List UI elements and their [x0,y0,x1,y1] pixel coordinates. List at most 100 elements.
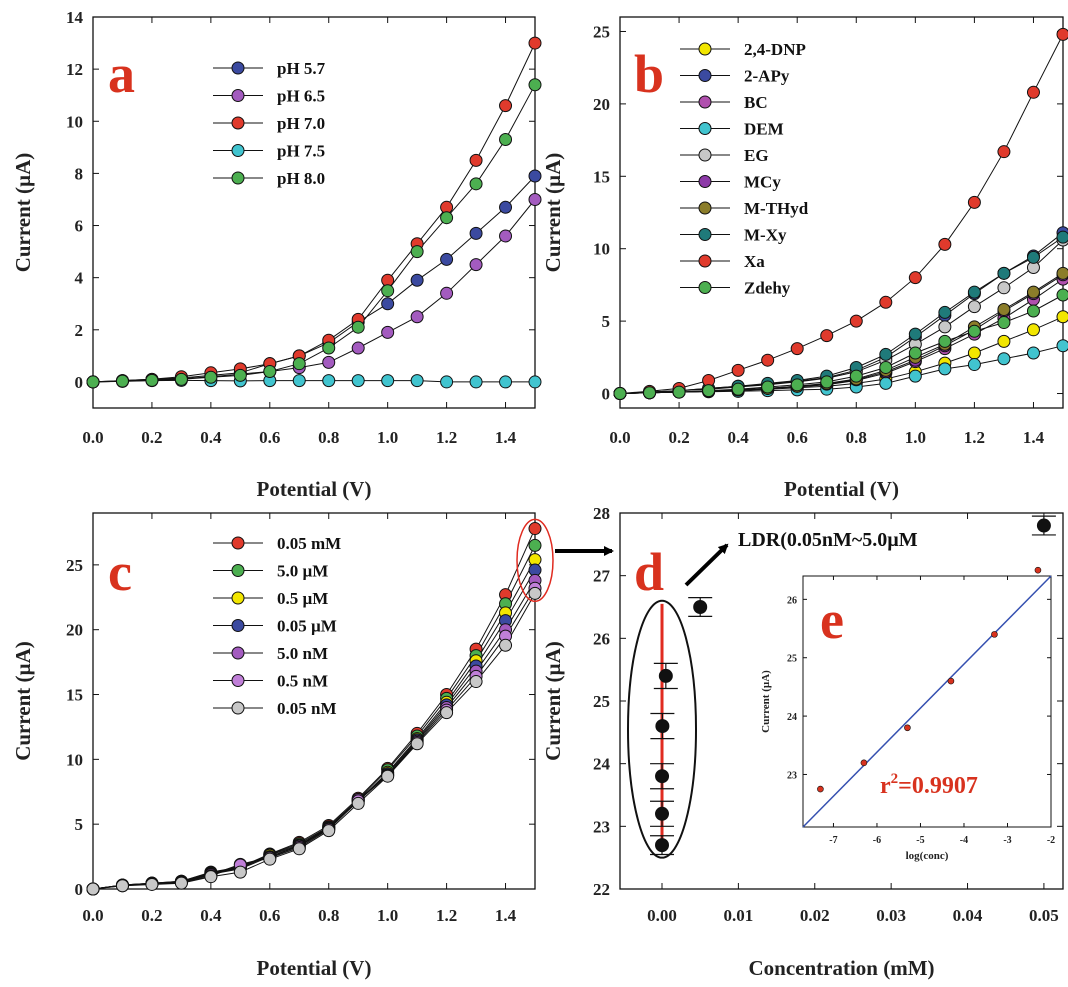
panel-a-data-point [499,133,513,147]
panel-a-data-point [440,211,454,225]
panel-c-legend-marker [231,564,245,577]
panel-a-legend-label: pH 7.0 [277,114,325,133]
panel-e-fit-line [802,575,1052,828]
panel-a-plot-frame [92,16,536,409]
panel-b-legend-label: DEM [744,120,784,139]
panel-b-legend-marker [698,228,712,241]
panel-d-y-tick-label: 23 [593,817,610,836]
panel-a-data-point [410,273,424,287]
panel-d-y-tick-label: 26 [593,629,610,648]
panel-d-y-tick-label: 28 [593,504,610,523]
panel-e-r2-superscript: 2 [891,771,899,787]
panel-b-data-point [731,363,745,377]
panel-b-series-line [619,236,1064,394]
panel-d-x-tick-label: 0.03 [876,906,906,925]
panel-b-data-point [967,195,981,209]
panel-a-data-point [145,373,159,387]
panel-c-x-tick-label: 0.8 [318,906,339,925]
panel-c-legend-marker [231,619,245,632]
panel-c-x-tick-label: 1.2 [436,906,457,925]
panel-a-data-point [528,78,542,92]
panel-d-y-tick-label: 27 [593,567,611,586]
panel-b-data-point [938,320,952,334]
panel-d-point-group [1031,515,1056,536]
panel-d-point-group [650,763,675,790]
panel-a-data-point [469,153,483,167]
panel-a-y-tick-label: 10 [66,112,83,131]
panel-b-data-point [672,385,686,399]
panel-b-data-point [1056,27,1068,41]
panel-d-x-tick-label: 0.01 [724,906,754,925]
panel-b-data-point [997,352,1011,366]
panel-a-y-tick-label: 2 [75,321,84,340]
panel-b-data-point [908,346,922,360]
panel-b-data-point [761,380,775,394]
panel-a-y-tick-label: 4 [75,269,84,288]
panel-b-series-line [619,294,1064,394]
panel-b-x-axis-label: Potential (V) [784,477,899,501]
panel-c-legend: 0.05 mM 5.0 µM 0.5 µM 0.05 µM 5.0 nM 0.5 nM 0.… [213,534,341,718]
panel-c-data-point [499,638,513,652]
panel-b-data-point [1056,310,1068,324]
panel-a-data-point [322,341,336,355]
panel-b-series-9 [619,294,1064,394]
panel-b-series-line [619,278,1064,394]
panel-a-series-2 [92,42,536,383]
panel-c-x-tick-label: 0.0 [82,906,103,925]
panel-c-legend-label: 0.5 µM [277,589,328,608]
panel-e-x-tick-label: -2 [1047,835,1055,846]
panel-b-series-4 [619,239,1064,394]
panel-a-series-points-4 [86,78,542,389]
panel-a-data-point [469,177,483,191]
panel-a-data-point [322,374,336,388]
panel-d-y-tick-label: 25 [593,692,610,711]
panel-c-y-tick-label: 0 [75,880,84,899]
panel-c-data-point [322,824,336,838]
panel-c-legend-marker [231,701,245,715]
panel-c-data-point [528,586,542,600]
panel-c-series-points-6 [86,586,542,896]
panel-d-data-point [655,838,670,853]
panel-a-data-point [528,36,542,50]
panel-a-series-line [92,84,536,383]
panel-a-data-point [410,310,424,324]
panel-a: 0.0 0.2 0.4 0.6 0.8 1.0 1.2 1.4 0 2 4 6 8 10 12 14 Poten… [11,8,542,501]
panel-b-data-point [1056,266,1068,280]
panel-b-x-tick-label: 0.0 [609,428,630,447]
panel-a-x-tick-label: 0.8 [318,428,339,447]
panel-b-data-point [1026,250,1040,264]
panel-a-series-line [92,199,536,383]
panel-e-y-tick-label: 25 [787,654,797,665]
panel-b-legend-label: M-Xy [744,226,787,245]
panel-a-y-tick-label: 8 [75,164,84,183]
panel-a-y-tick-label: 0 [75,373,84,392]
panel-b-x-tick-label: 1.2 [964,428,985,447]
panel-b-y-tick-label: 10 [593,240,610,259]
panel-e-data-point [904,724,911,732]
panel-d-data-point [658,668,673,683]
panel-d-x-tick-label: 0.04 [953,906,983,925]
panel-b-y-tick-label: 20 [593,95,610,114]
panel-a-legend-label: pH 5.7 [277,59,326,78]
panel-a-data-point [86,375,100,389]
panel-e-data-point [947,677,955,685]
panel-c-legend-label: 0.5 nM [277,672,328,691]
panel-d-letter: d [634,542,664,602]
panel-a-legend-marker [231,171,245,185]
panel-c-data-point [528,522,542,536]
panel-a-data-point [204,370,218,384]
panel-b-series-line [619,239,1064,394]
panel-a-x-tick-label: 0.0 [82,428,103,447]
panel-a-data-point [499,99,513,113]
panel-b-y-tick-label: 5 [602,312,611,331]
panel-b-data-point [967,346,981,360]
panel-c-highlight-ellipse [516,518,554,603]
panel-e-x-tick-label: -5 [916,835,924,846]
panel-a-legend-marker [231,61,245,75]
panel-e-r2-label: r2=0.9907 [880,771,978,799]
panel-c-data-point [440,706,454,720]
panel-e-x-tick-label: -7 [829,835,837,846]
panel-b-data-point [938,362,952,376]
panel-b-legend-label: Xa [744,252,765,271]
